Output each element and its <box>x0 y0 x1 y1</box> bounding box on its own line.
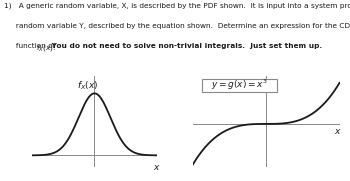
Text: 1)   A generic random variable, X, is described by the PDF shown.  It is input i: 1) A generic random variable, X, is desc… <box>4 3 350 9</box>
Text: You do not need to solve non-trivial integrals.  Just set them up.: You do not need to solve non-trivial int… <box>49 43 323 49</box>
Text: x: x <box>153 163 158 172</box>
FancyBboxPatch shape <box>202 79 277 92</box>
Text: $f_X(x)$: $f_X(x)$ <box>77 80 98 92</box>
Text: $f_X(x)$.: $f_X(x)$. <box>36 43 56 52</box>
Text: $y = g(x) = x^3$: $y = g(x) = x^3$ <box>211 78 268 92</box>
Text: function of: function of <box>4 43 58 49</box>
Text: x: x <box>335 127 340 136</box>
Text: random variable Y, described by the equation shown.  Determine an expression for: random variable Y, described by the equa… <box>4 23 350 29</box>
